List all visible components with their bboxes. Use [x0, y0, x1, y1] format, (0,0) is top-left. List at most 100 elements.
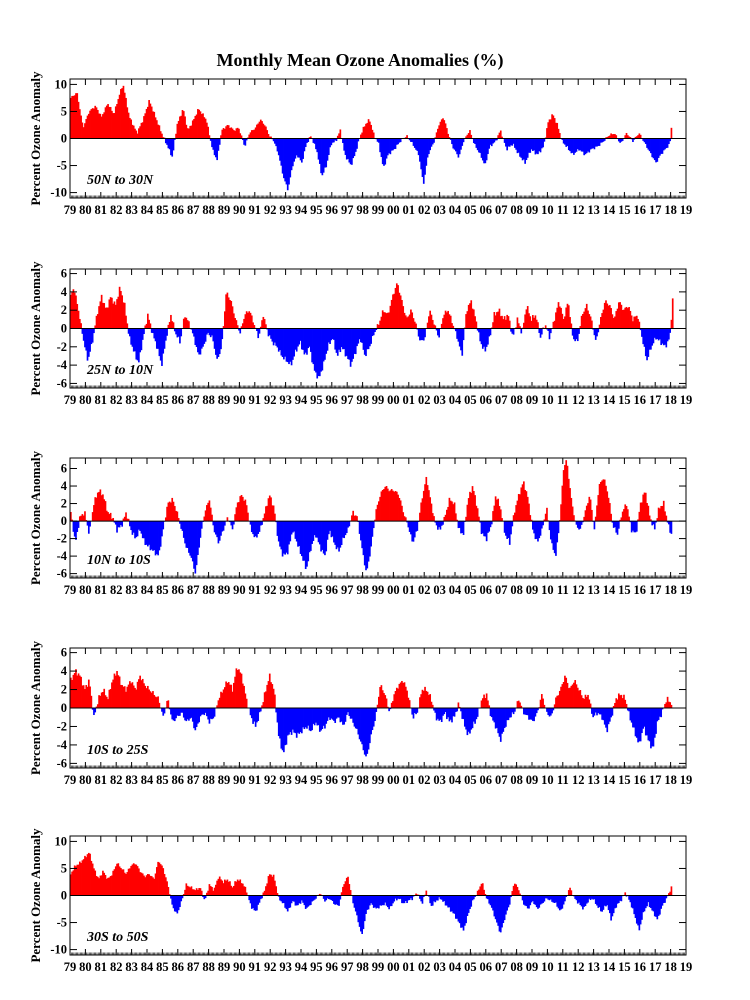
bar — [512, 708, 515, 715]
bar — [533, 708, 535, 722]
bar — [112, 113, 115, 139]
panel-3: 79 80 81 82 83 84 85 86 87 88 89 90 91 92 93 94 95 96 97 98… — [28, 450, 692, 597]
bar — [374, 895, 376, 908]
bar — [664, 328, 666, 345]
bar — [634, 708, 637, 737]
bar — [569, 317, 571, 329]
bar — [485, 521, 488, 542]
bar — [476, 328, 479, 331]
bar — [579, 521, 582, 529]
bar — [173, 895, 176, 912]
bar — [588, 496, 591, 522]
bar — [193, 708, 195, 729]
bar — [440, 708, 443, 723]
bar — [143, 521, 145, 539]
bar — [403, 312, 406, 329]
bar — [630, 895, 633, 908]
bar — [342, 138, 344, 144]
bar — [209, 886, 212, 896]
bar — [226, 682, 229, 708]
bar — [78, 318, 81, 329]
bar — [249, 521, 252, 525]
bar — [145, 521, 148, 545]
bar — [626, 135, 629, 139]
bar — [159, 131, 162, 139]
bar — [322, 708, 325, 726]
bar — [82, 515, 85, 522]
bar — [366, 708, 369, 754]
bar — [415, 521, 417, 532]
bar — [510, 708, 512, 718]
bar — [157, 521, 159, 556]
bar — [85, 685, 88, 708]
bar — [256, 521, 258, 538]
y-tick-label: 0 — [61, 322, 67, 336]
bar — [457, 895, 460, 922]
bar — [614, 316, 616, 329]
bar — [669, 891, 671, 896]
x-tick-label: 89 — [218, 583, 231, 597]
bar — [335, 895, 338, 905]
bar — [267, 134, 270, 139]
bars — [70, 668, 673, 757]
bar — [661, 138, 664, 154]
bar — [532, 138, 534, 151]
x-tick-label: 17 — [649, 583, 662, 597]
bar — [250, 315, 253, 329]
bar — [530, 519, 533, 522]
bar — [148, 319, 150, 329]
bar — [138, 521, 140, 530]
bar — [208, 708, 211, 724]
bar — [625, 132, 628, 139]
bar — [111, 682, 113, 708]
bar — [230, 300, 233, 329]
bar — [357, 895, 360, 923]
bar — [483, 328, 485, 347]
bar — [182, 894, 185, 896]
bar — [404, 517, 407, 522]
bar — [270, 328, 272, 339]
bar — [372, 328, 375, 336]
bar — [620, 694, 623, 708]
bar — [234, 514, 236, 522]
bar — [258, 521, 261, 532]
bar — [481, 328, 484, 349]
bar — [230, 127, 233, 139]
bar — [643, 895, 646, 912]
bar — [188, 886, 190, 896]
bar — [598, 708, 601, 715]
bar — [131, 328, 134, 347]
bar — [227, 881, 230, 896]
bar — [325, 895, 328, 901]
bar — [292, 138, 294, 167]
bar — [297, 138, 299, 158]
bar — [462, 328, 465, 341]
bar — [519, 702, 521, 708]
bar — [552, 895, 555, 903]
bar — [487, 700, 489, 708]
bar — [369, 895, 371, 906]
bar — [564, 316, 566, 329]
bar — [252, 521, 254, 535]
bar — [161, 521, 163, 537]
bar — [105, 307, 108, 329]
bar — [308, 708, 311, 731]
bar — [199, 888, 202, 896]
bar — [365, 895, 367, 914]
bar — [224, 879, 226, 896]
bar — [529, 138, 532, 153]
bar — [606, 136, 609, 139]
bar — [503, 138, 506, 143]
bar — [154, 696, 157, 708]
x-tick-label: 96 — [326, 203, 339, 217]
x-tick-label: 83 — [125, 773, 138, 787]
bar — [621, 511, 624, 522]
bar — [533, 317, 535, 329]
bar — [73, 865, 76, 896]
bar — [557, 521, 560, 534]
bar — [143, 683, 145, 708]
bar — [366, 328, 369, 350]
bar — [317, 138, 320, 160]
bar — [644, 492, 647, 522]
bar — [488, 138, 491, 149]
